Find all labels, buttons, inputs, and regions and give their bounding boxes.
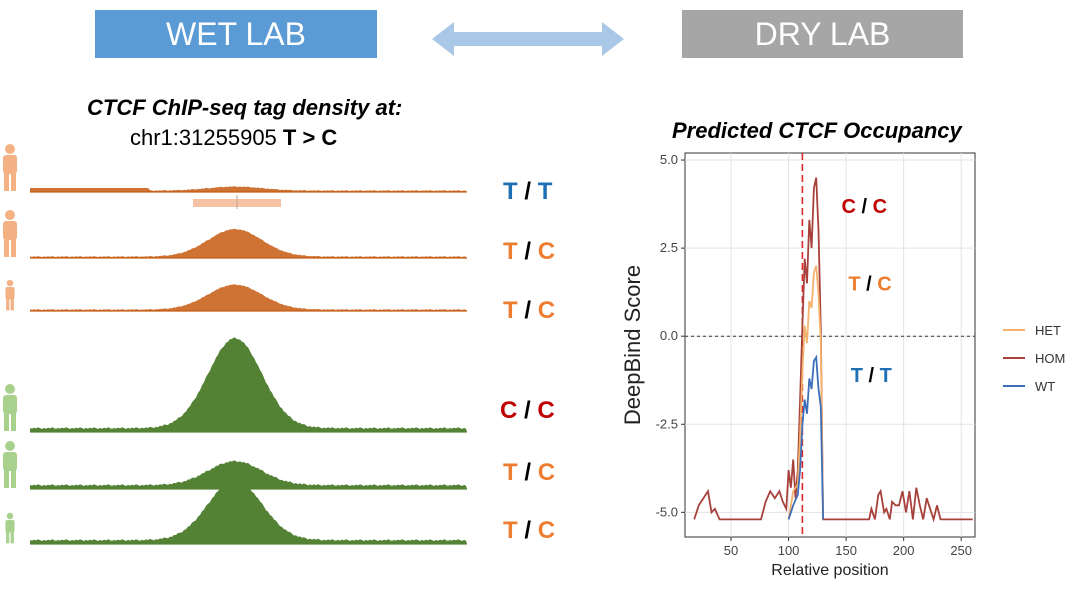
legend-item-het: HET: [1003, 323, 1061, 338]
y-axis-label: DeepBind Score: [620, 265, 645, 425]
allele-2: C: [537, 238, 556, 265]
allele-separator: /: [517, 238, 538, 265]
wet-lab-label: WET LAB: [166, 15, 306, 52]
legend-label: HOM: [1035, 351, 1065, 366]
person-icon: [3, 210, 17, 257]
allele-1: T: [503, 459, 518, 486]
dry-lab-title: Predicted CTCF Occupancy: [672, 118, 962, 143]
legend: HET HOM WT: [1003, 323, 1065, 394]
y-tick-label: 5.0: [660, 152, 678, 167]
track-2: [3, 210, 467, 259]
x-tick-label: 50: [724, 543, 738, 558]
track-6: [5, 479, 467, 545]
track-4: [3, 337, 467, 433]
locus-label: chr1:31255905: [130, 125, 283, 150]
genotype-label-2: T / C: [503, 238, 555, 266]
x-tick-label: 100: [778, 543, 800, 558]
allele-1: T: [503, 297, 518, 324]
legend-item-hom: HOM: [1003, 351, 1065, 366]
allele-2: C: [537, 517, 556, 544]
allele-2: C: [537, 459, 556, 486]
allele-separator: /: [517, 397, 538, 424]
series-wt: [787, 354, 824, 520]
genotype-annotation-3: T / T: [851, 365, 892, 387]
series-het: [787, 265, 824, 520]
variant-label: T > C: [282, 125, 338, 150]
genotype-label-5: T / C: [503, 459, 555, 487]
x-tick-label: 250: [950, 543, 972, 558]
chip-seq-tracks: [3, 144, 467, 545]
genotype-label-4: C / C: [500, 397, 555, 425]
person-icon: [3, 384, 17, 431]
allele-separator: /: [517, 178, 538, 205]
genotype-annotation-2: T / C: [848, 273, 891, 295]
dry-lab-banner: DRY LAB: [682, 10, 963, 58]
x-axis-label: Relative position: [771, 562, 888, 579]
genotype-label-6: T / C: [503, 517, 555, 545]
allele-1: T: [503, 178, 518, 205]
x-tick-label: 150: [835, 543, 857, 558]
deepbind-chart: 50 100 150 200 250 -5.0 -2.5 0.0 2.5 5.0 Relative …: [620, 152, 1065, 579]
allele-separator: /: [517, 517, 538, 544]
genotype-label-3: T / C: [503, 297, 555, 325]
genotype-annotation-1: C / C: [842, 196, 888, 218]
track-1: [3, 144, 467, 209]
plot-area: [684, 152, 976, 538]
y-tick-label: 0.0: [660, 328, 678, 343]
track-3: [5, 279, 467, 312]
legend-item-wt: WT: [1003, 379, 1055, 394]
wet-lab-title: CTCF ChIP-seq tag density at:: [87, 95, 403, 120]
person-icon: [3, 441, 17, 488]
legend-label: HET: [1035, 323, 1061, 338]
allele-1: T: [503, 517, 518, 544]
person-icon: [3, 144, 17, 191]
allele-2: T: [537, 178, 553, 205]
grid: [685, 153, 975, 537]
allele-separator: /: [517, 459, 538, 486]
double-arrow-icon: [432, 22, 624, 56]
allele-separator: /: [517, 297, 538, 324]
legend-label: WT: [1035, 379, 1055, 394]
y-tick-label: 2.5: [660, 240, 678, 255]
dry-lab-label: DRY LAB: [754, 15, 891, 52]
y-tick-label: -5.0: [656, 504, 678, 519]
wet-lab-banner: WET LAB: [95, 10, 377, 58]
person-icon: [5, 512, 15, 544]
allele-2: C: [537, 297, 556, 324]
y-tick-label: -2.5: [656, 416, 678, 431]
allele-1: T: [503, 238, 518, 265]
wet-lab-subtitle: chr1:31255905 T > C: [130, 125, 337, 151]
allele-2: C: [537, 397, 555, 424]
genotype-label-1: T / T: [503, 178, 552, 206]
x-tick-label: 200: [893, 543, 915, 558]
allele-1: C: [500, 397, 518, 424]
person-icon: [5, 279, 15, 311]
